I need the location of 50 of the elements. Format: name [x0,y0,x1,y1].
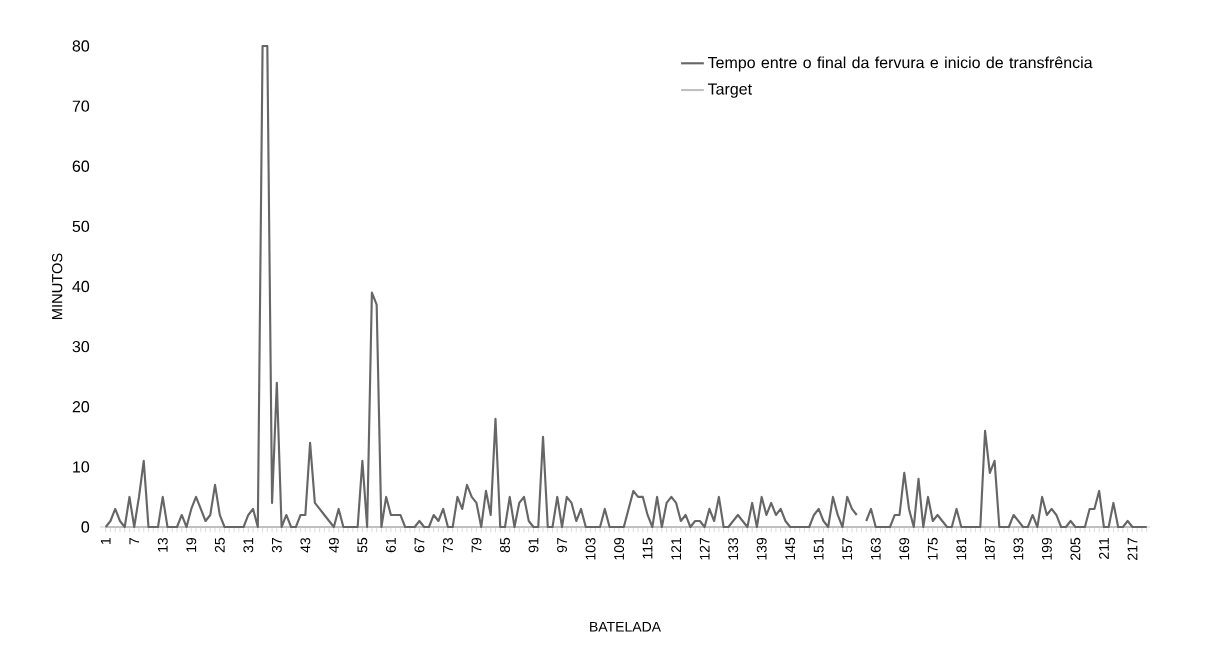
y-tick-label: 60 [72,160,90,172]
x-tick-label: 145 [785,537,796,560]
x-tick-label: 199 [1041,537,1052,560]
x-tick-label: 205 [1070,537,1081,560]
x-tick-label: 19 [186,537,197,552]
x-tick-label: 139 [756,537,767,560]
x-tick-label: 163 [870,537,881,560]
x-tick-label: 67 [414,537,425,553]
x-tick-label: 151 [813,537,824,560]
x-tick-label: 37 [271,537,282,553]
x-tick-label: 211 [1099,537,1109,559]
x-tick-label: 181 [956,537,967,560]
y-tick-label: 0 [81,521,90,533]
x-tick-label: 85 [500,537,510,553]
y-tick-label: 20 [72,401,90,413]
y-tick-label: 80 [72,40,90,52]
y-tick-label: 30 [72,340,90,353]
x-tick-label: 97 [557,537,567,553]
x-tick-label: 1 [100,537,111,544]
x-tick-label: 109 [614,537,625,560]
y-axis-title: MINUTOS [51,253,63,319]
x-tick-label: 133 [728,537,739,560]
x-tick-label: 103 [585,537,596,560]
x-tick-label: 55 [357,537,368,553]
x-tick-label: 169 [899,537,910,560]
x-tick-label: 7 [129,537,140,545]
y-tick-label: 70 [72,100,90,112]
legend-label: Tempo entre o final da fervura e inicio de transfrência [707,56,1093,72]
x-tick-label: 217 [1127,537,1138,560]
x-tick-label: 175 [927,537,938,560]
legend-label: Target [707,83,752,98]
x-tick-label: 157 [842,537,853,560]
x-tick-label: 127 [699,537,710,560]
x-tick-label: 91 [528,537,539,553]
y-tick-label: 50 [72,220,90,233]
x-tick-label: 115 [642,537,653,559]
x-tick-label: 61 [385,537,396,553]
x-tick-label: 193 [1013,537,1024,560]
x-tick-label: 49 [328,537,339,553]
y-tick-label: 10 [73,461,90,473]
x-tick-label: 13 [157,537,168,552]
x-tick-label: 73 [443,537,453,553]
x-tick-label: 43 [300,537,311,553]
x-tick-label: 25 [214,537,225,553]
x-tick-label: 121 [671,537,681,560]
x-axis-title: BATELADA [590,621,662,632]
x-tick-label: 187 [984,537,995,560]
x-tick-label: 31 [243,537,254,553]
y-tick-label: 40 [72,280,90,293]
x-tick-label: 79 [471,537,482,553]
